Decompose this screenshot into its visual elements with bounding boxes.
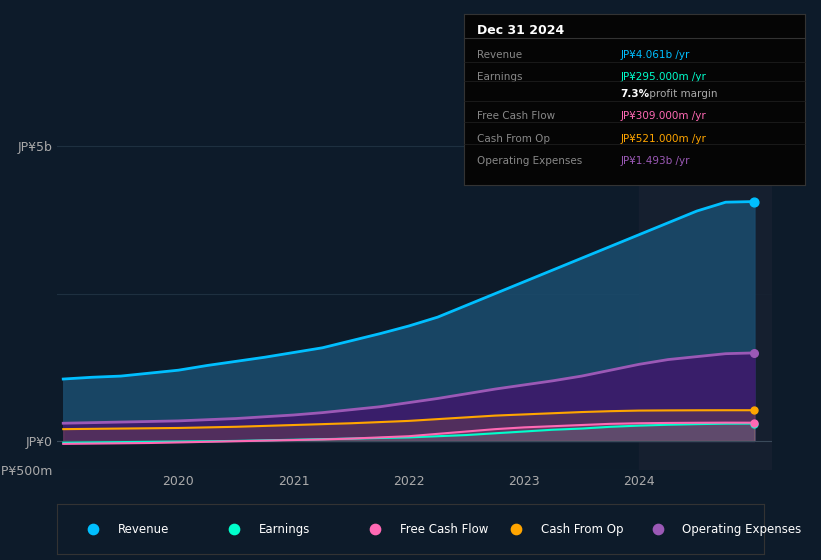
Point bbox=[748, 406, 761, 415]
Text: Operating Expenses: Operating Expenses bbox=[478, 156, 583, 166]
Text: JP¥295.000m /yr: JP¥295.000m /yr bbox=[621, 72, 706, 82]
Text: Earnings: Earnings bbox=[478, 72, 523, 82]
Text: Cash From Op: Cash From Op bbox=[478, 133, 551, 143]
Text: 7.3%: 7.3% bbox=[621, 89, 649, 99]
Text: JP¥4.061b /yr: JP¥4.061b /yr bbox=[621, 50, 690, 60]
Text: Operating Expenses: Operating Expenses bbox=[682, 522, 801, 536]
Text: JP¥309.000m /yr: JP¥309.000m /yr bbox=[621, 111, 706, 122]
Text: Revenue: Revenue bbox=[117, 522, 169, 536]
Text: Free Cash Flow: Free Cash Flow bbox=[478, 111, 556, 122]
Point bbox=[369, 525, 382, 534]
Text: Free Cash Flow: Free Cash Flow bbox=[400, 522, 488, 536]
Point bbox=[748, 418, 761, 427]
Point bbox=[748, 197, 761, 206]
Point bbox=[748, 419, 761, 428]
Point bbox=[86, 525, 99, 534]
Point bbox=[227, 525, 241, 534]
Text: Earnings: Earnings bbox=[259, 522, 310, 536]
Text: JP¥1.493b /yr: JP¥1.493b /yr bbox=[621, 156, 690, 166]
Text: Cash From Op: Cash From Op bbox=[541, 522, 624, 536]
Text: JP¥521.000m /yr: JP¥521.000m /yr bbox=[621, 133, 706, 143]
Text: profit margin: profit margin bbox=[646, 89, 718, 99]
Point bbox=[510, 525, 523, 534]
Point bbox=[748, 348, 761, 357]
Bar bbox=[640, 134, 772, 470]
Point bbox=[651, 525, 664, 534]
Text: Revenue: Revenue bbox=[478, 50, 523, 60]
Text: Dec 31 2024: Dec 31 2024 bbox=[478, 24, 565, 38]
